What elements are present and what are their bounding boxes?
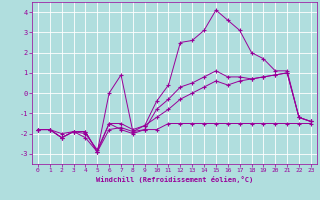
X-axis label: Windchill (Refroidissement éolien,°C): Windchill (Refroidissement éolien,°C) [96, 176, 253, 183]
